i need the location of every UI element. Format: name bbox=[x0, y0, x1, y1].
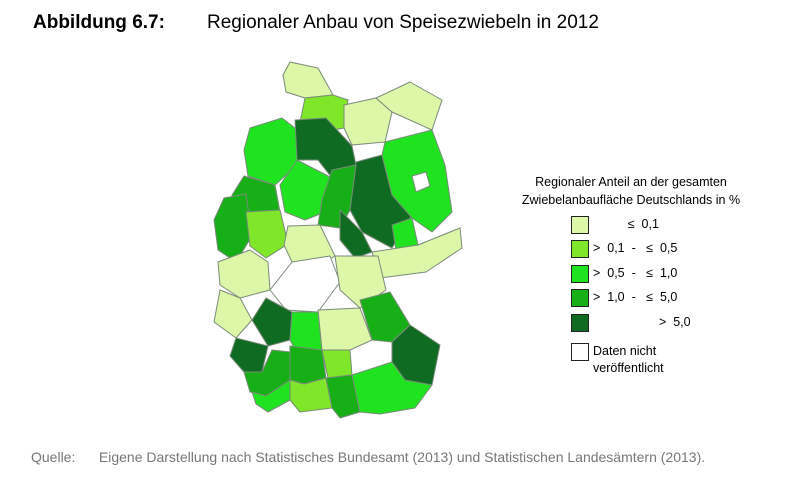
region-tuebingen bbox=[289, 377, 333, 413]
legend-swatch-nodata bbox=[571, 343, 589, 361]
legend-label-class-4: > 1,0 - ≤ 5,0 bbox=[593, 290, 678, 304]
region-schwaben bbox=[325, 374, 361, 419]
legend-label-nodata: Daten nicht veröffentlicht bbox=[593, 343, 733, 377]
source-label: Quelle: bbox=[31, 449, 76, 465]
region-schleswig bbox=[282, 61, 334, 99]
region-weser-ems bbox=[243, 117, 301, 186]
legend-label-class-2: > 0,1 - ≤ 0,5 bbox=[593, 241, 678, 255]
legend-swatch-class-3 bbox=[571, 265, 589, 283]
source-note: Quelle: Eigene Darstellung nach Statisti… bbox=[31, 449, 705, 465]
source-text: Eigene Darstellung nach Statistisches Bu… bbox=[98, 449, 706, 465]
legend-nodata-line2: veröffentlicht bbox=[593, 361, 664, 375]
figure-title: Regionaler Anbau von Speisezwiebeln in 2… bbox=[207, 12, 599, 33]
legend-label-class-5: > 5,0 bbox=[593, 315, 691, 329]
region-oberfranken bbox=[317, 307, 373, 351]
legend-item-nodata bbox=[571, 343, 591, 361]
legend-swatch-class-4 bbox=[571, 289, 589, 307]
legend-label-class-3: > 0,5 - ≤ 1,0 bbox=[593, 266, 678, 280]
legend-item-class-2: > 0,1 - ≤ 0,5 bbox=[571, 240, 771, 258]
region-sachsen-anhalt bbox=[339, 209, 373, 259]
region-vorpommern bbox=[375, 81, 443, 131]
region-thueringen bbox=[269, 255, 341, 313]
germany-map bbox=[213, 61, 463, 419]
legend-label-class-1: ≤ 0,1 bbox=[593, 217, 659, 231]
legend-swatch-class-2 bbox=[571, 240, 589, 258]
legend-nodata-line1: Daten nicht bbox=[593, 344, 657, 358]
legend-item-class-3: > 0,5 - ≤ 1,0 bbox=[571, 265, 771, 283]
region-koblenz bbox=[213, 289, 253, 339]
legend-title: Regionaler Anteil an der gesamten Zwiebe… bbox=[500, 173, 762, 209]
region-arnsberg bbox=[245, 209, 289, 259]
legend-title-line1: Regionaler Anteil an der gesamten bbox=[535, 175, 727, 189]
region-pfalz bbox=[229, 337, 269, 373]
legend-item-class-4: > 1,0 - ≤ 5,0 bbox=[571, 289, 771, 307]
region-koeln bbox=[217, 249, 271, 299]
region-oberbayern bbox=[351, 361, 433, 415]
region-darmstadt bbox=[251, 297, 293, 347]
region-mittelfranken bbox=[321, 349, 353, 379]
legend-title-line2: Zwiebelanbaufläche Deutschlands in % bbox=[521, 193, 741, 207]
legend-swatch-class-1 bbox=[571, 216, 589, 234]
region-berlin bbox=[411, 171, 431, 193]
region-stuttgart bbox=[289, 345, 327, 385]
legend-item-class-5: > 5,0 bbox=[571, 314, 771, 332]
legend-item-class-1: ≤ 0,1 bbox=[571, 216, 771, 234]
figure-label: Abbildung 6.7: bbox=[33, 12, 165, 33]
legend-swatch-class-5 bbox=[571, 314, 589, 332]
